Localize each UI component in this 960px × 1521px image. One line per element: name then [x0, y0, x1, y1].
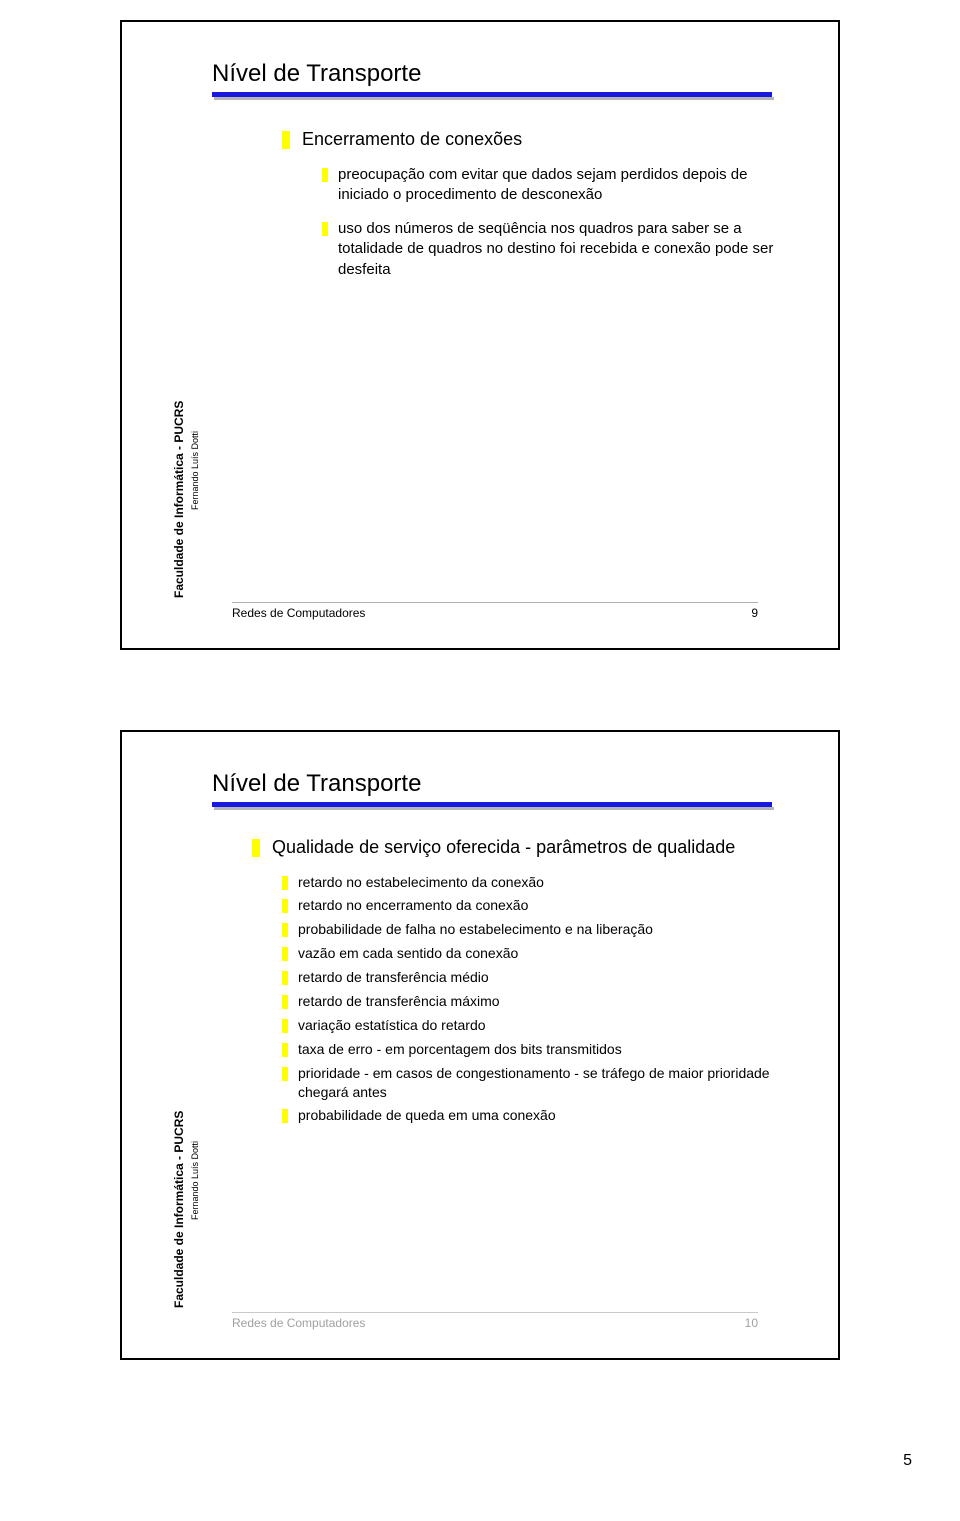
- bullet-mark-icon: [282, 947, 288, 961]
- bullet-mark-icon: [282, 899, 288, 913]
- slide-footer: Redes de Computadores 10: [232, 1312, 758, 1330]
- page: Nível de Transporte Encerramento de cone…: [0, 0, 960, 1480]
- sub-row: retardo de transferência médio: [282, 968, 798, 987]
- bullet-mark-icon: [282, 1067, 288, 1081]
- slide-inner: Nível de Transporte Qualidade de serviço…: [162, 770, 798, 1338]
- slide-2: Nível de Transporte Qualidade de serviço…: [120, 730, 840, 1360]
- bullet-mark-icon: [282, 1109, 288, 1123]
- footer-left: Redes de Computadores: [232, 606, 365, 620]
- sub-text: retardo de transferência médio: [298, 968, 489, 987]
- footer-right: 10: [745, 1316, 758, 1330]
- sub-text: retardo de transferência máximo: [298, 992, 500, 1011]
- bullet-mark-icon: [282, 1043, 288, 1057]
- sub-text: probabilidade de queda em uma conexão: [298, 1106, 556, 1125]
- sub-block: preocupação com evitar que dados sejam p…: [322, 165, 798, 280]
- bullet-mark-icon: [322, 168, 328, 182]
- bullet-text: Encerramento de conexões: [302, 128, 522, 151]
- footer-text: Redes de Computadores 9: [232, 606, 758, 620]
- bullet-mark-icon: [252, 839, 260, 857]
- slide-footer: Redes de Computadores 9: [232, 602, 758, 620]
- side-label-small: Fernando Luís Dotti: [190, 1141, 200, 1220]
- sub-text: prioridade - em casos de congestionament…: [298, 1064, 798, 1102]
- footer-line: [232, 602, 758, 603]
- bullet-mark-icon: [322, 222, 328, 236]
- sub-row: prioridade - em casos de congestionament…: [282, 1064, 798, 1102]
- side-label: Faculdade de Informática - PUCRS Fernand…: [168, 300, 228, 600]
- sub-text: taxa de erro - em porcentagem dos bits t…: [298, 1040, 622, 1059]
- title-underline: [212, 802, 772, 808]
- bullet-mark-icon: [282, 971, 288, 985]
- sub-row: vazão em cada sentido da conexão: [282, 944, 798, 963]
- sub-row: probabilidade de falha no estabeleciment…: [282, 920, 798, 939]
- sub-text: uso dos números de seqüência nos quadros…: [338, 219, 778, 280]
- bullet-mark-icon: [282, 131, 290, 149]
- sub-row: retardo de transferência máximo: [282, 992, 798, 1011]
- sub-text: probabilidade de falha no estabeleciment…: [298, 920, 653, 939]
- bullet-row: Qualidade de serviço oferecida - parâmet…: [252, 836, 798, 859]
- sub-row: retardo no estabelecimento da conexão: [282, 873, 798, 892]
- bullet-mark-icon: [282, 1019, 288, 1033]
- sub-row: taxa de erro - em porcentagem dos bits t…: [282, 1040, 798, 1059]
- sub-row: variação estatística do retardo: [282, 1016, 798, 1035]
- sub-text: vazão em cada sentido da conexão: [298, 944, 518, 963]
- side-label: Faculdade de Informática - PUCRS Fernand…: [168, 1010, 228, 1310]
- bullet-block: Encerramento de conexões preocupação com…: [282, 128, 798, 280]
- slide-inner: Nível de Transporte Encerramento de cone…: [162, 60, 798, 628]
- sub-text: retardo no estabelecimento da conexão: [298, 873, 544, 892]
- page-number: 5: [903, 1452, 912, 1470]
- sub-row: probabilidade de queda em uma conexão: [282, 1106, 798, 1125]
- sub-row: preocupação com evitar que dados sejam p…: [322, 165, 798, 206]
- sub-text: preocupação com evitar que dados sejam p…: [338, 165, 778, 206]
- title-underline: [212, 92, 772, 98]
- bullet-mark-icon: [282, 995, 288, 1009]
- sub-text: variação estatística do retardo: [298, 1016, 486, 1035]
- slide-title: Nível de Transporte: [212, 60, 798, 88]
- bullet-mark-icon: [282, 876, 288, 890]
- slide-title: Nível de Transporte: [212, 770, 798, 798]
- sub-row: retardo no encerramento da conexão: [282, 896, 798, 915]
- bullet-mark-icon: [282, 923, 288, 937]
- sub-block: retardo no estabelecimento da conexão re…: [282, 873, 798, 1126]
- footer-text: Redes de Computadores 10: [232, 1316, 758, 1330]
- bullet-row: Encerramento de conexões: [282, 128, 798, 151]
- footer-right: 9: [751, 606, 758, 620]
- bullet-block: Qualidade de serviço oferecida - parâmet…: [252, 836, 798, 1125]
- bullet-text: Qualidade de serviço oferecida - parâmet…: [272, 836, 735, 859]
- slide-1: Nível de Transporte Encerramento de cone…: [120, 20, 840, 650]
- side-label-small: Fernando Luís Dotti: [190, 431, 200, 510]
- sub-row: uso dos números de seqüência nos quadros…: [322, 219, 798, 280]
- side-label-bold: Faculdade de Informática - PUCRS: [172, 1111, 186, 1308]
- sub-text: retardo no encerramento da conexão: [298, 896, 528, 915]
- side-label-bold: Faculdade de Informática - PUCRS: [172, 401, 186, 598]
- footer-line: [232, 1312, 758, 1313]
- footer-left: Redes de Computadores: [232, 1316, 365, 1330]
